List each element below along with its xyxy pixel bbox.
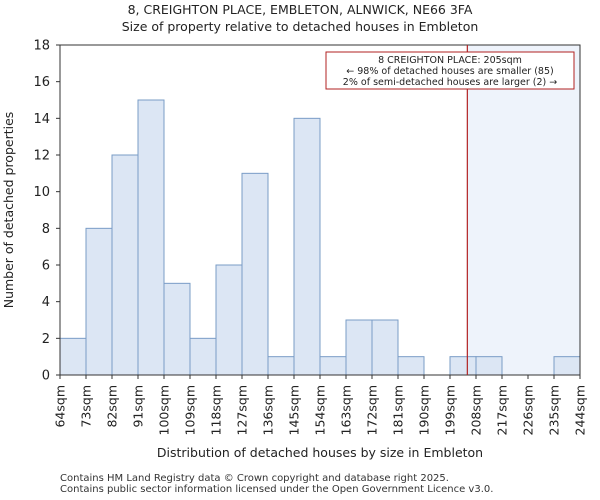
- y-tick-label-14: 14: [33, 112, 50, 127]
- footer-line-2: Contains public sector information licen…: [60, 484, 494, 495]
- x-tick-label-154sqm: 154sqm: [313, 385, 328, 435]
- x-tick-label-145sqm: 145sqm: [287, 385, 302, 435]
- x-tick-label-91sqm: 91sqm: [131, 385, 146, 428]
- bar-118sqm: [215, 264, 243, 376]
- bar-109sqm: [189, 337, 217, 376]
- x-tick-label-190sqm: 190sqm: [417, 385, 432, 435]
- bar-199sqm: [449, 356, 477, 376]
- y-tick-label-4: 4: [42, 295, 50, 310]
- annotation-box: [325, 51, 575, 90]
- chart-subtitle: Size of property relative to detached ho…: [121, 19, 479, 34]
- footer-line-1: Contains HM Land Registry data © Crown c…: [60, 473, 449, 484]
- bar-145sqm: [293, 117, 321, 376]
- highlight-region: [467, 45, 580, 375]
- x-tick-label-127sqm: 127sqm: [235, 385, 250, 435]
- x-tick-label-136sqm: 136sqm: [261, 385, 276, 435]
- y-tick-label-16: 16: [33, 75, 50, 90]
- bar-136sqm: [267, 356, 295, 376]
- x-tick-label-109sqm: 109sqm: [183, 385, 198, 435]
- annotation-line-1: 8 CREIGHTON PLACE: 205sqm: [378, 55, 522, 66]
- x-axis-label: Distribution of detached houses by size …: [157, 445, 483, 460]
- x-tick-label-199sqm: 199sqm: [443, 385, 458, 435]
- bar-172sqm: [371, 319, 399, 376]
- x-tick-label-172sqm: 172sqm: [365, 385, 380, 435]
- bar-127sqm: [241, 172, 269, 376]
- x-tick-label-64sqm: 64sqm: [53, 385, 68, 428]
- x-tick-label-100sqm: 100sqm: [157, 385, 172, 435]
- y-tick-label-6: 6: [42, 259, 50, 274]
- y-tick-label-0: 0: [42, 369, 50, 384]
- x-tick-label-82sqm: 82sqm: [105, 385, 120, 428]
- x-tick-label-235sqm: 235sqm: [547, 385, 562, 435]
- x-tick-label-217sqm: 217sqm: [495, 385, 510, 435]
- bar-208sqm: [475, 356, 503, 376]
- bar-181sqm: [397, 356, 425, 376]
- x-tick-label-244sqm: 244sqm: [573, 385, 588, 435]
- y-tick-label-10: 10: [33, 185, 50, 200]
- bar-100sqm: [163, 282, 191, 376]
- x-tick-label-163sqm: 163sqm: [339, 385, 354, 435]
- y-tick-label-18: 18: [33, 39, 50, 54]
- y-tick-label-2: 2: [42, 332, 50, 347]
- bar-82sqm: [111, 154, 139, 376]
- bar-73sqm: [85, 227, 113, 376]
- x-tick-label-118sqm: 118sqm: [209, 385, 224, 435]
- chart-title: 8, CREIGHTON PLACE, EMBLETON, ALNWICK, N…: [127, 2, 473, 17]
- bar-154sqm: [319, 356, 347, 376]
- annotation-line-3: 2% of semi-detached houses are larger (2…: [343, 77, 557, 88]
- x-tick-label-73sqm: 73sqm: [79, 385, 94, 428]
- bar-64sqm: [59, 337, 87, 376]
- y-axis-label: Number of detached properties: [1, 112, 16, 309]
- bar-235sqm: [553, 356, 581, 376]
- bar-163sqm: [345, 319, 373, 376]
- x-tick-label-181sqm: 181sqm: [391, 385, 406, 435]
- y-tick-label-12: 12: [33, 149, 50, 164]
- annotation-line-2: ← 98% of detached houses are smaller (85…: [346, 66, 553, 77]
- x-tick-label-208sqm: 208sqm: [469, 385, 484, 435]
- y-tick-label-8: 8: [42, 222, 50, 237]
- bar-91sqm: [137, 99, 165, 376]
- x-tick-label-226sqm: 226sqm: [521, 385, 536, 435]
